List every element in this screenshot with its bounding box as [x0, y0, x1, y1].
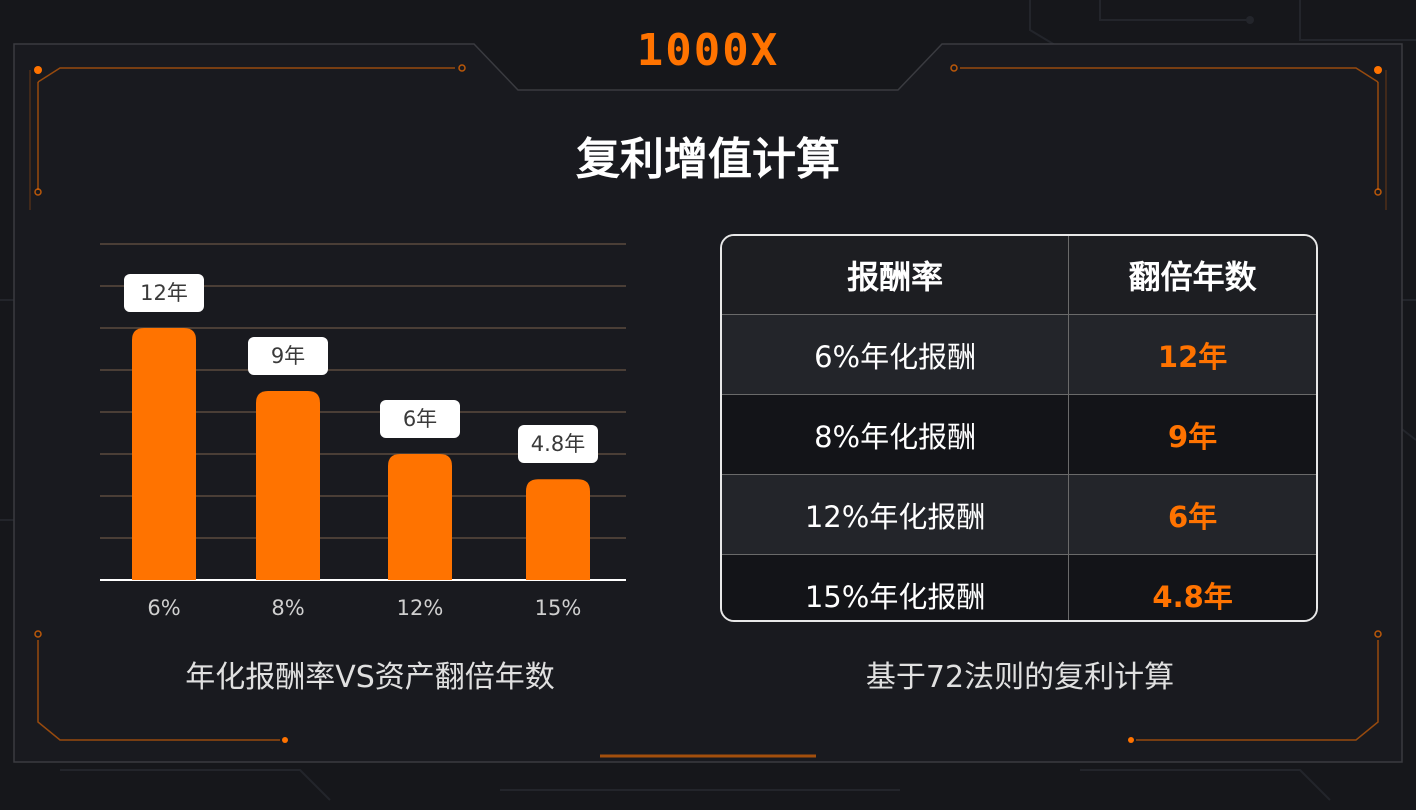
header-rate: 报酬率 — [722, 236, 1070, 315]
rate-cell: 8%年化报酬 — [722, 394, 1070, 475]
bar-data-label: 6年 — [380, 400, 460, 438]
table-row: 6%年化报酬 12年 — [722, 314, 1316, 395]
brand-logo: 1000X — [636, 25, 780, 76]
doubling-table: 报酬率 翻倍年数 6%年化报酬 12年 8%年化报酬 9年 12%年化报酬 6年… — [720, 234, 1318, 622]
table-row: 15%年化报酬 4.8年 — [722, 554, 1316, 620]
years-cell: 6年 — [1068, 474, 1316, 555]
table-row: 8%年化报酬 9年 — [722, 394, 1316, 475]
years-cell: 9年 — [1068, 394, 1316, 475]
bar — [388, 454, 452, 580]
chart-caption: 年化报酬率VS资产翻倍年数 — [185, 660, 555, 695]
rate-cell: 12%年化报酬 — [722, 474, 1070, 555]
category-label: 12% — [396, 596, 444, 620]
table-caption: 基于72法则的复利计算 — [865, 660, 1175, 695]
table-row: 12%年化报酬 6年 — [722, 474, 1316, 555]
years-cell: 4.8年 — [1068, 554, 1316, 620]
years-cell: 12年 — [1068, 314, 1316, 395]
bar-data-label: 12年 — [124, 274, 204, 312]
bar — [526, 479, 590, 580]
bar-data-label: 4.8年 — [518, 425, 598, 464]
bar-chart — [100, 243, 626, 581]
category-label: 15% — [534, 596, 582, 620]
category-label: 8% — [271, 596, 305, 620]
rate-cell: 15%年化报酬 — [722, 554, 1070, 620]
bar-data-label: 9年 — [248, 337, 328, 375]
bar — [256, 391, 320, 580]
bar — [132, 328, 196, 580]
rate-cell: 6%年化报酬 — [722, 314, 1070, 395]
table-header-row: 报酬率 翻倍年数 — [722, 236, 1316, 315]
category-label: 6% — [147, 596, 181, 620]
header-years: 翻倍年数 — [1068, 236, 1316, 315]
page-title: 复利增值计算 — [576, 134, 840, 185]
